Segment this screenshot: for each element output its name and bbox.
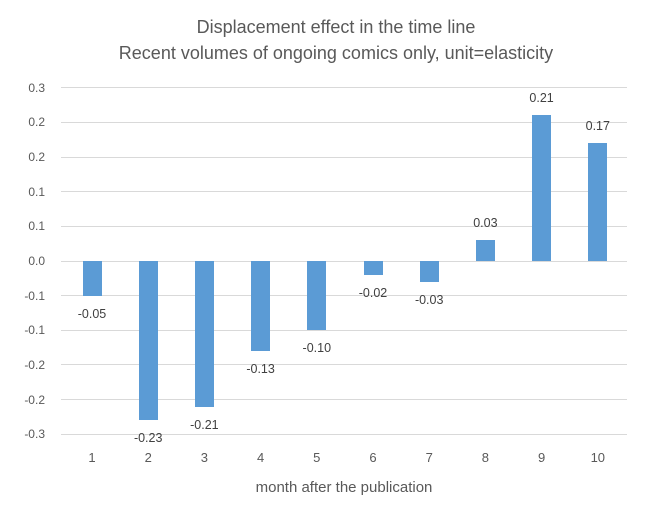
gridline [61,295,627,297]
chart-title: Displacement effect in the time line [196,17,476,37]
y-axis-tick-label: 0.0 [28,254,45,268]
gridline [61,225,627,227]
x-axis-category-label: 2 [144,450,152,465]
gridline [61,87,627,89]
y-axis-tick-label: -0.3 [24,427,45,442]
x-axis-category-label: 4 [256,450,265,465]
gridline [61,260,627,262]
gridline [61,364,627,366]
y-axis-tick-label: -0.2 [24,357,45,372]
data-label-month-5: -0.10 [302,341,332,356]
data-label-month-8: 0.03 [473,216,498,231]
y-axis-tick-label: 0.2 [28,115,45,130]
y-axis-tick-label: 0.3 [28,80,45,95]
bar-month-2 [138,261,158,421]
bar-month-10 [588,143,608,261]
x-axis-category-label: 5 [313,450,321,465]
bar-month-7 [419,261,439,282]
x-axis-category-label: 7 [425,450,433,465]
data-label-month-9: 0.21 [529,91,554,106]
gridline [61,191,627,193]
bar-month-6 [363,261,383,275]
data-label-month-10: 0.17 [585,119,610,134]
data-label-month-2: -0.23 [133,431,163,446]
gridline [61,121,627,123]
gridline [61,433,627,435]
data-label-month-6: -0.02 [358,285,388,300]
y-axis-tick-label: 0.1 [28,184,45,199]
bar-month-8 [475,240,495,261]
data-label-month-1: -0.05 [77,306,107,321]
bar-month-9 [532,115,552,261]
y-axis-tick-label: 0.2 [28,150,45,165]
chart-subtitle: Recent volumes of ongoing comics only, u… [118,43,554,63]
x-axis-category-label: 10 [590,450,606,465]
y-axis-tick-label: 0.1 [28,219,45,234]
x-axis-category-label: 3 [200,450,208,465]
x-axis-title: month after the publication [255,479,433,496]
data-label-month-3: -0.21 [190,417,219,432]
gridline [61,399,627,401]
y-axis-tick-label: -0.1 [24,288,45,303]
chart-title-block: Displacement effect in the time line Rec… [20,14,652,66]
x-axis-category-label: 8 [481,450,489,465]
y-axis-tick-label: -0.1 [24,323,45,338]
gridline [61,156,627,158]
gridline [61,329,627,331]
bar-month-4 [251,261,271,352]
bar-month-3 [194,261,214,407]
bar-month-1 [82,261,102,296]
data-label-month-7: -0.03 [414,292,444,307]
data-label-month-4: -0.13 [246,362,275,377]
y-axis-tick-label: -0.2 [24,392,45,407]
x-axis-category-label: 6 [369,450,377,465]
x-axis-category-label: 1 [88,450,96,465]
x-axis-category-label: 9 [537,450,546,465]
bar-month-5 [307,261,327,331]
